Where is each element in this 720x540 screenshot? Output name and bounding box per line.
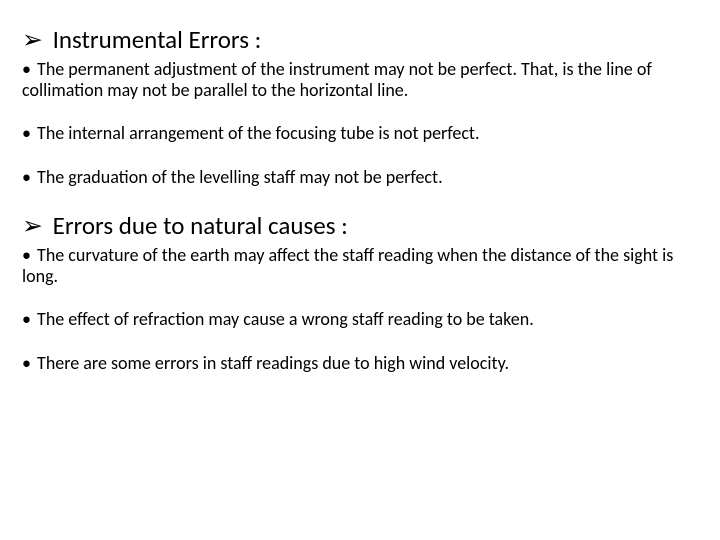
list-item: • The permanent adjustment of the instru…: [22, 59, 698, 101]
list-item: • The effect of refraction may cause a w…: [22, 309, 698, 330]
item-text: The graduation of the levelling staff ma…: [37, 166, 443, 188]
item-text: The effect of refraction may cause a wro…: [37, 308, 534, 330]
list-item: • There are some errors in staff reading…: [22, 353, 698, 374]
bullet-icon: •: [22, 353, 31, 374]
heading-marker-icon: ➢: [22, 211, 43, 241]
bullet-icon: •: [22, 123, 31, 144]
bullet-icon: •: [22, 167, 31, 188]
bullet-icon: •: [22, 309, 31, 330]
item-text: There are some errors in staff readings …: [37, 352, 509, 374]
list-item: • The graduation of the levelling staff …: [22, 167, 698, 188]
heading-marker-icon: ➢: [22, 25, 43, 55]
section-heading-1: ➢ Errors due to natural causes :: [22, 210, 698, 241]
item-text: The internal arrangement of the focusing…: [37, 122, 479, 144]
list-item: • The curvature of the earth may affect …: [22, 245, 698, 287]
bullet-icon: •: [22, 245, 31, 266]
list-item: • The internal arrangement of the focusi…: [22, 123, 698, 144]
bullet-icon: •: [22, 59, 31, 80]
item-text: The curvature of the earth may affect th…: [22, 244, 673, 287]
heading-text: Instrumental Errors :: [53, 24, 262, 55]
heading-text: Errors due to natural causes :: [53, 210, 348, 241]
item-text: The permanent adjustment of the instrume…: [22, 58, 652, 101]
section-heading-0: ➢ Instrumental Errors :: [22, 24, 698, 55]
